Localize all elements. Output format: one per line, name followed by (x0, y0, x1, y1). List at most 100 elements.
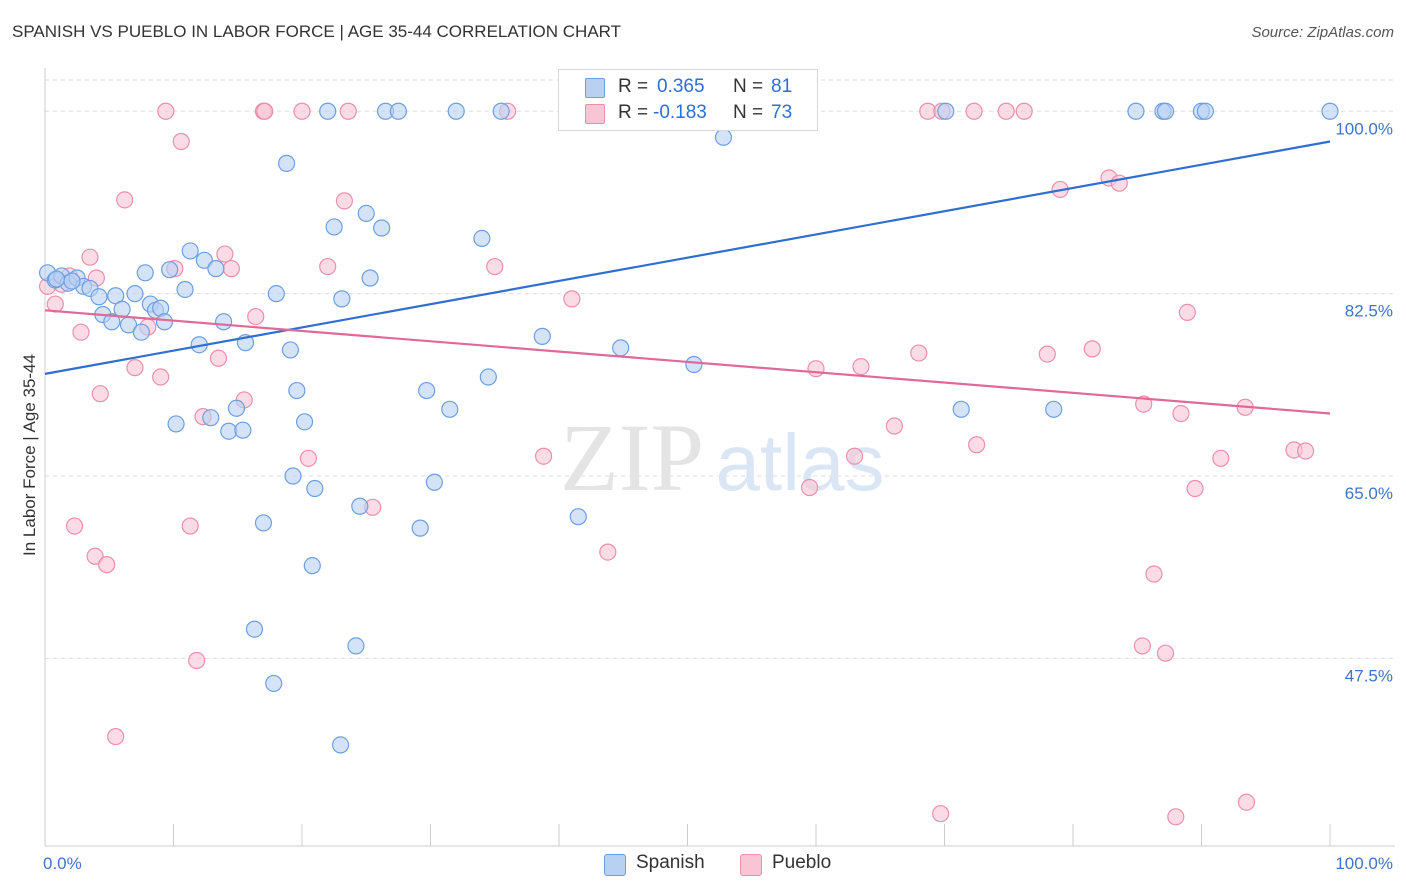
pueblo-point (800, 478, 819, 497)
pueblo-point (299, 449, 318, 467)
pueblo-swatch (585, 104, 605, 124)
spanish-point (325, 218, 343, 236)
spanish-point (306, 479, 324, 498)
spanish-point (265, 674, 283, 693)
spanish-point (333, 290, 351, 308)
watermark: ZIP atlas (560, 404, 884, 511)
pueblo-point (968, 436, 986, 454)
spanish-point (373, 219, 391, 237)
pueblo-point (486, 257, 504, 276)
spanish-point (357, 204, 375, 222)
pueblo-point (72, 323, 90, 341)
pueblo-point (65, 517, 84, 535)
spanish-point (411, 519, 429, 537)
pueblo-point (1178, 303, 1196, 322)
spanish-point (714, 128, 733, 146)
series-legend: Spanish Pueblo (0, 852, 1406, 878)
spanish-point (1196, 102, 1214, 120)
pueblo-point (807, 360, 825, 378)
axes (44, 68, 1395, 847)
y-axis-label: In Labor Force | Age 35-44 (20, 354, 39, 556)
pueblo-point (1038, 345, 1056, 363)
spanish-point (389, 102, 407, 120)
spanish-point (277, 154, 296, 172)
spanish-point (418, 381, 436, 400)
spanish-point (161, 261, 179, 279)
spanish-trend-line (44, 140, 1331, 375)
pueblo-point (1237, 793, 1256, 811)
pueblo-point (157, 102, 175, 120)
spanish-point (126, 285, 144, 303)
pueblo-point (1156, 644, 1175, 662)
spanish-point (479, 368, 497, 386)
spanish-point (132, 323, 150, 341)
pueblo-point (222, 260, 240, 278)
pueblo-point (534, 447, 553, 465)
pueblo-point (86, 547, 104, 565)
spanish-point (685, 355, 703, 374)
spanish-point (227, 399, 246, 417)
spanish-point (245, 620, 264, 638)
n-label: N = (733, 76, 764, 97)
spanish-point (1045, 400, 1063, 418)
spanish-point (288, 381, 306, 400)
spanish-point (612, 339, 630, 357)
pueblo-point (319, 257, 337, 276)
spanish-point (331, 736, 350, 754)
pueblo-point (216, 245, 234, 263)
r-value: 0.365 (657, 76, 705, 97)
spanish-point (207, 260, 225, 278)
spanish-point (181, 242, 199, 260)
spanish-point (425, 473, 443, 491)
pueblo-point (599, 543, 617, 561)
spanish-point (295, 413, 314, 431)
pueblo-point (1135, 395, 1153, 413)
pueblo-trend-line (44, 309, 1331, 415)
pueblo-point (1145, 565, 1163, 583)
pueblo-point (1186, 479, 1204, 498)
pueblo-point (339, 102, 357, 120)
y-tick-label: 100.0% (1335, 119, 1393, 138)
pueblo-point (997, 102, 1015, 120)
pueblo-point (81, 248, 99, 266)
spanish-point (533, 327, 551, 345)
spanish-point (195, 251, 213, 269)
spanish-point (136, 264, 154, 282)
pueblo-swatch (740, 854, 762, 876)
pueblo-point (852, 357, 870, 376)
x-tick-label: 0.0% (43, 854, 82, 873)
spanish-point (473, 229, 491, 248)
series-spanish-points (38, 102, 1339, 754)
pueblo-point (563, 290, 581, 308)
pueblo-point (256, 102, 274, 120)
stats-legend: R = 0.365 N = 81 R = -0.183 N = 73 (558, 69, 818, 131)
pueblo-point (152, 368, 170, 386)
spanish-point (441, 400, 459, 418)
r-label: R = (618, 102, 649, 123)
spanish-point (202, 409, 220, 427)
spanish-swatch (604, 854, 626, 876)
spanish-point (155, 313, 174, 331)
spanish-point (952, 400, 970, 418)
pueblo-point (98, 556, 116, 574)
y-tick-label: 65.0% (1345, 484, 1393, 503)
spanish-point (1321, 102, 1339, 120)
spanish-point (361, 269, 379, 287)
pueblo-point (172, 132, 190, 151)
watermark-zip: ZIP (560, 404, 704, 511)
spanish-point (167, 415, 185, 433)
pueblo-point (1015, 102, 1033, 120)
pueblo-point (845, 447, 864, 465)
pueblo-point (932, 805, 950, 823)
chart-title: SPANISH VS PUEBLO IN LABOR FORCE | AGE 3… (12, 22, 622, 41)
spanish-point (215, 313, 233, 331)
tick-labels: 100.0% 82.5% 65.0% 47.5% 0.0% 100.0% (43, 119, 1393, 873)
n-label: N = (733, 102, 764, 123)
pueblo-point (1133, 637, 1151, 655)
spanish-point (234, 421, 252, 439)
r-value: -0.183 (653, 102, 707, 123)
spanish-point (267, 285, 285, 303)
pueblo-point (107, 727, 125, 746)
pueblo-point (335, 192, 354, 210)
